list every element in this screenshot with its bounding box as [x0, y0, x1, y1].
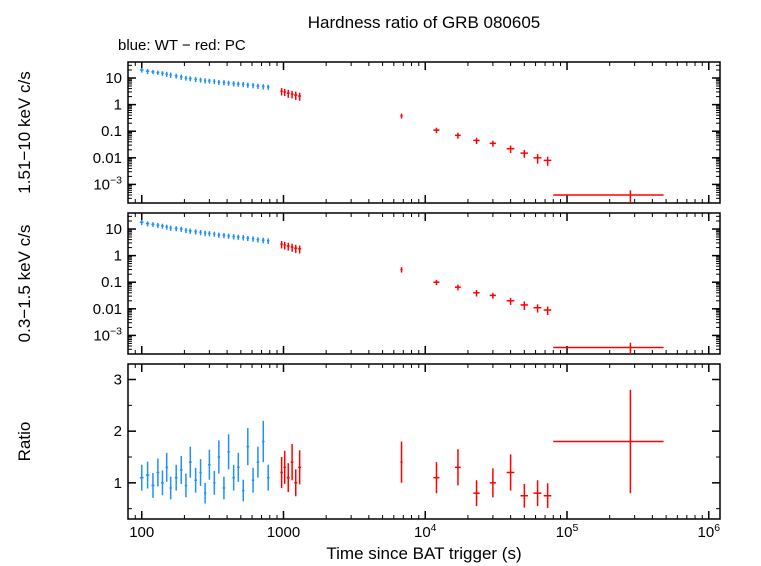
y-axis-label: 1.51−10 keV c/s — [15, 71, 34, 193]
svg-text:1: 1 — [114, 97, 122, 114]
svg-text:1: 1 — [114, 475, 122, 492]
svg-text:104: 104 — [414, 522, 437, 541]
chart-title: Hardness ratio of GRB 080605 — [308, 13, 540, 32]
chart-svg: 100 1000 104 105 106 10−3 0.01 0.1 1 10 10−3 0.01 0.… — [0, 0, 761, 566]
svg-text:10: 10 — [105, 221, 122, 238]
chart-container: 100 1000 104 105 106 10−3 0.01 0.1 1 10 10−3 0.01 0.… — [0, 0, 761, 566]
svg-text:10−3: 10−3 — [93, 174, 122, 193]
svg-text:10−3: 10−3 — [93, 325, 122, 344]
svg-text:10: 10 — [105, 70, 122, 87]
y-axis-label: Ratio — [15, 422, 34, 462]
svg-text:106: 106 — [698, 522, 721, 541]
x-axis-label: Time since BAT trigger (s) — [326, 544, 521, 563]
y-axis-label: 0.3−1.5 keV c/s — [15, 225, 34, 343]
svg-text:0.01: 0.01 — [93, 301, 122, 318]
chart-subtitle: blue: WT − red: PC — [118, 37, 246, 54]
svg-text:1: 1 — [114, 248, 122, 265]
svg-text:0.1: 0.1 — [101, 123, 122, 140]
svg-text:1000: 1000 — [267, 524, 300, 541]
svg-text:100: 100 — [129, 524, 154, 541]
svg-text:0.01: 0.01 — [93, 150, 122, 167]
svg-text:0.1: 0.1 — [101, 274, 122, 291]
svg-text:105: 105 — [556, 522, 579, 541]
svg-text:2: 2 — [114, 423, 122, 440]
svg-text:3: 3 — [114, 372, 122, 389]
